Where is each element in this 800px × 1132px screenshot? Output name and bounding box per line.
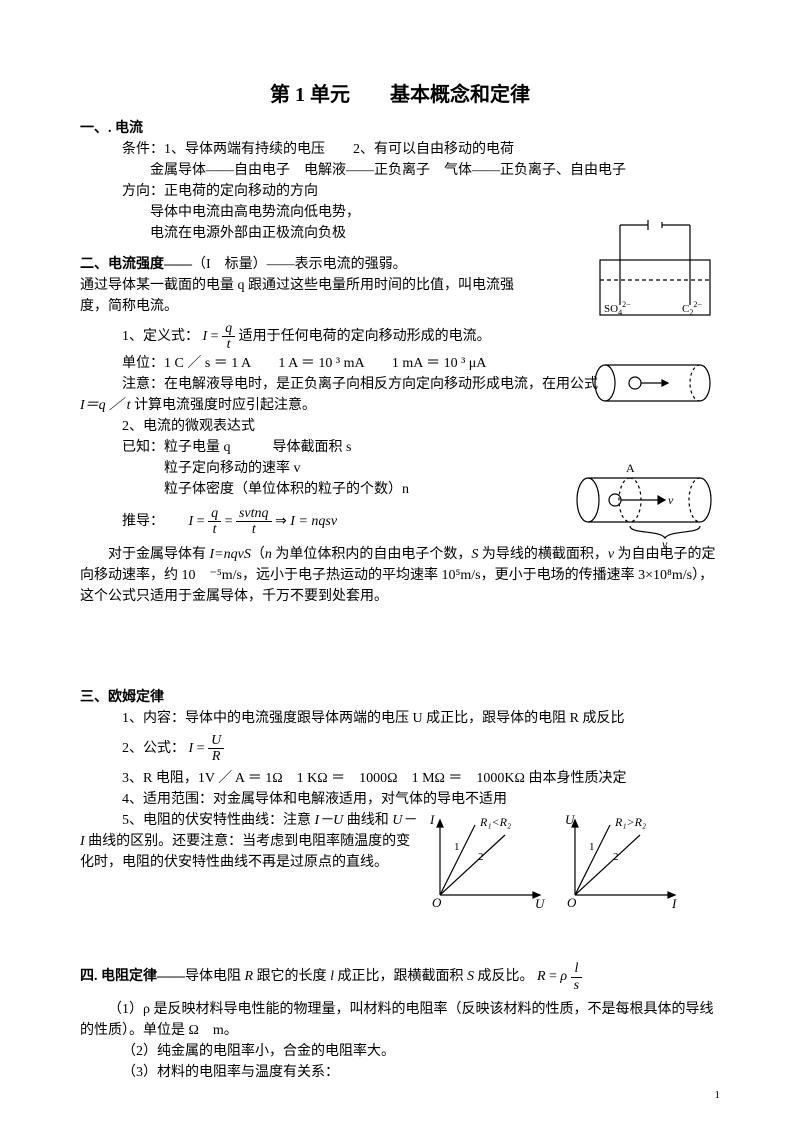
svg-text:R₁<R₂: R₁<R₂ bbox=[479, 815, 511, 829]
s4c: 跟它的长度 bbox=[257, 969, 331, 984]
page-title: 第 1 单元 基本概念和定律 bbox=[80, 80, 720, 110]
sec4-head-line: 四. 电阻定律——导体电阻 R 跟它的长度 l 成正比，跟横截面积 S 成反比。… bbox=[80, 961, 720, 993]
s4a: 导体电阻 bbox=[185, 969, 245, 984]
svg-text:1: 1 bbox=[589, 841, 595, 853]
def-I: I bbox=[203, 329, 208, 344]
sec1-l1: 条件：1、导体两端有持续的电压 2、有可以自由移动的电荷 bbox=[80, 139, 720, 160]
note2-eq: I＝q ／ t bbox=[80, 398, 131, 413]
sec2-head-tail: （I 标量）——表示电流的强弱。 bbox=[192, 257, 407, 272]
sec4-p2: （2）纯金属的电阻率小，合金的电阻率大。 bbox=[80, 1041, 720, 1062]
l2-den: R bbox=[208, 749, 224, 764]
eq-num: l bbox=[571, 961, 582, 977]
l5a: 5、电阻的伏安特性曲线：注意 bbox=[122, 813, 315, 828]
def-den: t bbox=[222, 337, 235, 352]
p2f: S bbox=[471, 547, 482, 562]
section-4: 四. 电阻定律——导体电阻 R 跟它的长度 l 成正比，跟横截面积 S 成反比。… bbox=[80, 961, 720, 1083]
section-3: 三、欧姆定律 1、内容：导体中的电流强度跟导体两端的电压 U 成正比，跟导体的电… bbox=[80, 687, 720, 918]
sec4-head: 四. 电阻定律—— bbox=[80, 969, 185, 984]
p2e: 为单位体积内的自由电子个数， bbox=[275, 547, 471, 562]
s4e: 成正比，跟横截面积 bbox=[337, 969, 467, 984]
d-res: I = nqsv bbox=[290, 514, 337, 529]
d-den2: t bbox=[236, 522, 272, 537]
l5b: I－U bbox=[315, 813, 347, 828]
svg-text:v: v bbox=[668, 493, 674, 507]
cylinder-labeled-figure: A v v bbox=[570, 460, 720, 550]
electrolysis-figure: SO42− C22− bbox=[590, 210, 720, 320]
sec3-head: 三、欧姆定律 bbox=[80, 687, 720, 708]
svg-text:O: O bbox=[432, 895, 442, 910]
s4b: R bbox=[245, 969, 257, 984]
p2d: n bbox=[265, 547, 276, 562]
p2a: 对于金属导体有 bbox=[108, 547, 210, 562]
sec4-p1: （1）ρ 是反映材料导电性能的物理量，叫材料的电阻率（反映该材料的性质，不是每根… bbox=[80, 999, 720, 1041]
p2b: I=nqvS bbox=[210, 547, 251, 562]
l2-eq: = bbox=[197, 741, 208, 756]
eq-R: R bbox=[537, 969, 546, 984]
def-label: 1、定义式： bbox=[122, 329, 199, 344]
sec3-l2: 2、公式： I = U R bbox=[80, 733, 720, 765]
sec1-head: 一、. 电流 bbox=[80, 118, 720, 139]
svg-text:2: 2 bbox=[478, 851, 484, 863]
d-eq1: = bbox=[197, 514, 208, 529]
iv-graphs: I U O R₁<R₂ 1 2 U I O R₁>R₂ bbox=[420, 810, 690, 917]
svg-text:I: I bbox=[429, 812, 435, 827]
sec2-k1: 已知：粒子电量 q 导体截面积 s bbox=[80, 437, 720, 458]
def-num: q bbox=[222, 321, 235, 337]
sec4-p3: （3）材料的电阻率与温度有关系： bbox=[80, 1062, 720, 1083]
sec3-l4: 4、适用范围：对金属导体和电解液适用，对气体的导电不适用 bbox=[80, 789, 720, 810]
svg-text:1: 1 bbox=[454, 841, 460, 853]
svg-text:R₁>R₂: R₁>R₂ bbox=[614, 815, 646, 829]
l2-label: 2、公式： bbox=[122, 741, 185, 756]
def-frac: q t bbox=[222, 321, 235, 353]
d-den1: t bbox=[208, 522, 221, 537]
svg-text:v: v bbox=[662, 537, 668, 550]
sec3-l5: 5、电阻的伏安特性曲线：注意 I－U 曲线和 U－I 曲线的区别。还要注意：当考… bbox=[80, 810, 420, 873]
sec2-head-bold: 二、电流强度—— bbox=[80, 257, 192, 272]
cylinder-simple-figure bbox=[590, 358, 720, 408]
d-frac1: q t bbox=[208, 506, 221, 538]
sec2-p2: 对于金属导体有 I=nqvS（n 为单位体积内的自由电子个数，S 为导线的横截面… bbox=[80, 544, 720, 607]
derive-label: 推导： bbox=[122, 514, 185, 529]
eq-eq: = bbox=[549, 969, 560, 984]
d-num2: svtnq bbox=[236, 506, 272, 522]
sec3-l3: 3、R 电阻，1V ／ A ＝ 1Ω 1 KΩ ＝ 1000Ω 1 MΩ ＝ 1… bbox=[80, 768, 720, 789]
svg-text:O: O bbox=[567, 895, 577, 910]
note2-tail: 计算电流强度时应引起注意。 bbox=[131, 398, 317, 413]
sec3-l1: 1、内容：导体中的电流强度跟导体两端的电压 U 成正比，跟导体的电阻 R 成反比 bbox=[80, 708, 720, 729]
sec1-l2: 金属导体——自由电子 电解液——正负离子 气体——正负离子、自由电子 bbox=[80, 160, 720, 181]
p2c: （ bbox=[251, 547, 265, 562]
eq-rho: ρ bbox=[560, 969, 567, 984]
svg-text:A: A bbox=[626, 461, 635, 475]
page-number: 1 bbox=[715, 1087, 721, 1104]
sec1-l3: 方向：正电荷的定向移动的方向 bbox=[80, 181, 720, 202]
d-num1: q bbox=[208, 506, 221, 522]
eq-den: s bbox=[571, 978, 582, 993]
svg-text:U: U bbox=[535, 896, 546, 910]
l5e: 曲线的区别。还要注意：当考虑到电阻率随温度的变化时，电阻的伏安特性曲线不再是过原… bbox=[80, 834, 410, 870]
sec2-p1: 通过导体某一截面的电量 q 跟通过这些电量所用时间的比值，叫电流强度，简称电流。 bbox=[80, 275, 520, 317]
d-frac2: svtnq t bbox=[236, 506, 272, 538]
def-eq: = bbox=[211, 329, 222, 344]
s4f: S bbox=[467, 969, 478, 984]
l2-I: I bbox=[189, 741, 194, 756]
svg-text:2: 2 bbox=[613, 851, 619, 863]
l2-frac: U R bbox=[208, 733, 224, 765]
s4g: 成反比。 bbox=[477, 969, 533, 984]
svg-text:U: U bbox=[565, 812, 576, 827]
l5c: 曲线和 bbox=[347, 813, 393, 828]
d-arrow: ⇒ bbox=[275, 514, 290, 529]
eq-frac: l s bbox=[571, 961, 582, 993]
sec2-micro-head: 2、电流的微观表达式 bbox=[80, 416, 720, 437]
sec2-def: 1、定义式： I = q t 适用于任何电荷的定向移动形成的电流。 bbox=[80, 321, 720, 353]
svg-text:I: I bbox=[671, 896, 677, 910]
d-eq2: = bbox=[225, 514, 236, 529]
d-I: I bbox=[189, 514, 194, 529]
def-tail: 适用于任何电荷的定向移动形成的电流。 bbox=[239, 329, 491, 344]
l2-num: U bbox=[208, 733, 224, 749]
